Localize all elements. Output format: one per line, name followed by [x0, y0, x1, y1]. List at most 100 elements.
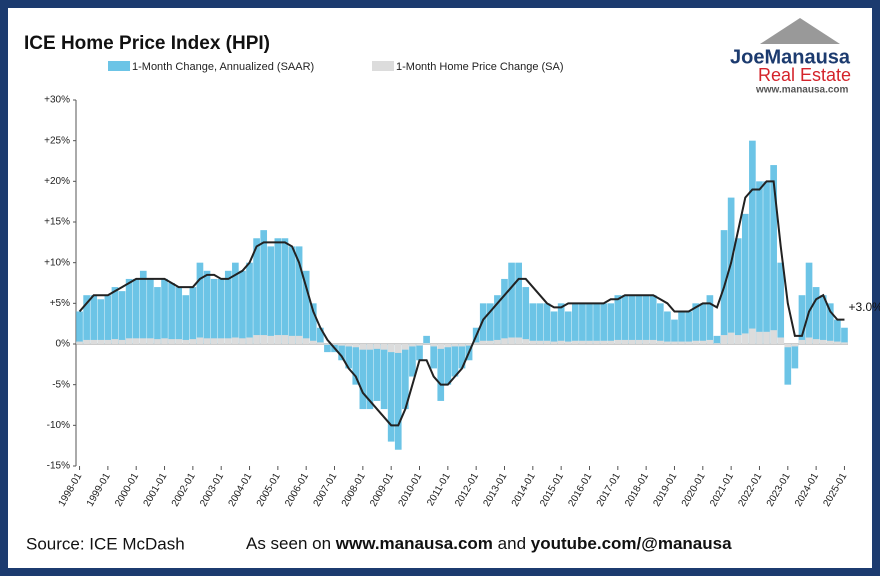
bar	[479, 340, 487, 344]
bar	[267, 246, 275, 344]
bar	[125, 278, 133, 344]
bar	[812, 287, 820, 344]
bar	[515, 262, 522, 344]
bar	[76, 311, 83, 344]
bar	[373, 344, 381, 349]
bar	[777, 262, 785, 344]
bar	[239, 270, 246, 344]
bar	[423, 335, 430, 344]
bar	[749, 328, 756, 344]
footer-text: and	[493, 534, 531, 553]
bar	[317, 342, 324, 344]
bar	[83, 295, 90, 344]
chart-title: ICE Home Price Index (HPI)	[24, 33, 270, 54]
footer-credit: As seen on www.manausa.com and youtube.c…	[246, 534, 732, 553]
bar	[791, 344, 799, 347]
bar	[345, 344, 353, 369]
bar	[699, 303, 707, 344]
bar	[203, 338, 211, 344]
bar	[798, 295, 806, 344]
bar	[487, 340, 494, 344]
bar	[706, 339, 714, 344]
bar	[798, 339, 806, 344]
y-tick-label: -10%	[47, 420, 70, 431]
bar	[841, 327, 848, 344]
bar	[791, 344, 799, 369]
y-tick-label: +20%	[44, 176, 70, 187]
bar	[182, 295, 190, 344]
logo-url: www.manausa.com	[755, 85, 849, 96]
bar	[104, 339, 112, 344]
bar	[132, 338, 140, 344]
bar	[494, 339, 501, 344]
bar	[387, 344, 395, 442]
bar	[267, 335, 275, 344]
bar	[118, 291, 126, 344]
bar	[76, 341, 83, 344]
bar	[805, 337, 813, 344]
bar	[423, 343, 430, 344]
bar	[656, 340, 664, 344]
bar	[642, 295, 650, 344]
bar	[692, 340, 700, 344]
bar	[402, 344, 409, 410]
bar	[90, 339, 98, 344]
footer-source: Source: ICE McDash	[26, 534, 185, 553]
bar	[529, 340, 537, 344]
bar	[522, 287, 530, 344]
bar	[607, 303, 615, 344]
y-tick-label: +15%	[44, 217, 70, 228]
bar	[83, 339, 90, 344]
bar	[210, 338, 218, 344]
bar	[557, 303, 565, 344]
bar	[536, 340, 544, 344]
bar	[741, 213, 749, 344]
bar	[210, 278, 218, 344]
bar	[834, 341, 841, 344]
bar	[642, 339, 650, 344]
logo-tagline: Real Estate	[758, 65, 851, 85]
bar	[196, 337, 204, 344]
footer-channel: youtube.com/@manausa	[531, 534, 732, 553]
bar	[196, 262, 204, 344]
y-tick-label: +5%	[50, 298, 70, 309]
bar	[359, 344, 367, 410]
bar	[734, 238, 742, 344]
y-tick-label: +10%	[44, 257, 70, 268]
bar	[246, 262, 253, 344]
bar	[309, 303, 317, 344]
bar	[713, 343, 721, 344]
bar	[224, 338, 232, 344]
bar	[529, 303, 537, 344]
bar	[770, 330, 777, 344]
bar	[770, 165, 777, 344]
bar	[387, 344, 395, 353]
bar	[154, 339, 161, 344]
bar	[444, 344, 452, 385]
bar	[621, 295, 629, 344]
y-tick-label: +25%	[44, 135, 70, 146]
bar	[805, 262, 813, 344]
bar	[168, 339, 175, 344]
legend-label: 1-Month Home Price Change (SA)	[396, 61, 564, 73]
bar	[288, 246, 296, 344]
bar	[125, 338, 133, 344]
bar	[720, 335, 728, 344]
bar	[784, 344, 792, 385]
bar	[635, 339, 643, 344]
bar	[281, 238, 289, 344]
bar	[139, 270, 147, 344]
bar	[656, 303, 664, 344]
bar	[543, 303, 551, 344]
bar	[345, 344, 353, 347]
bar	[522, 339, 530, 344]
bar	[324, 344, 331, 353]
bar	[175, 287, 183, 344]
bar	[430, 344, 437, 347]
bar	[621, 339, 629, 344]
bar	[706, 295, 714, 344]
bar	[97, 339, 105, 344]
y-tick-label: -15%	[47, 461, 70, 472]
y-tick-label: -5%	[52, 379, 70, 390]
bar	[139, 338, 147, 344]
